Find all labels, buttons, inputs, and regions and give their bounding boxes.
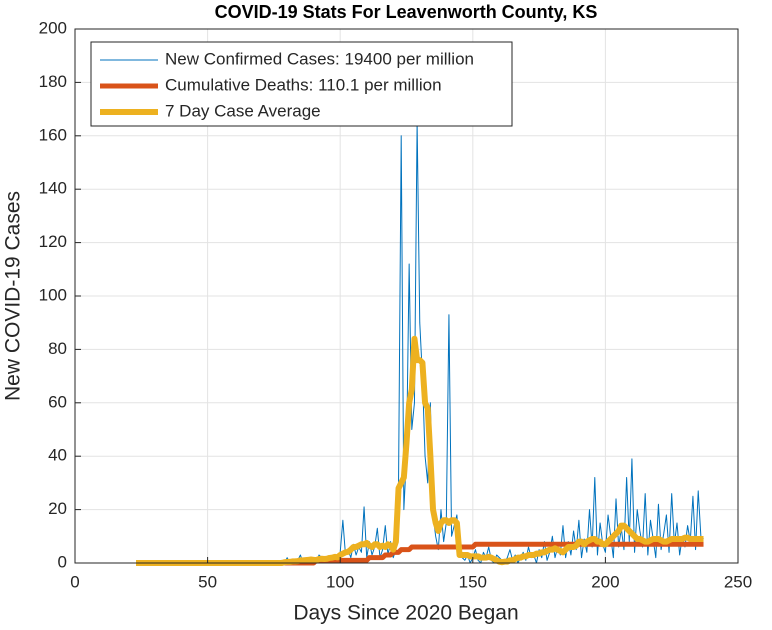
legend-label: 7 Day Case Average [165, 101, 321, 120]
y-tick-label: 160 [39, 125, 67, 144]
x-tick-label: 50 [198, 572, 217, 591]
legend-box [90, 41, 513, 127]
x-tick-label: 250 [724, 572, 752, 591]
x-tick-label: 100 [326, 572, 354, 591]
x-axis-label: Days Since 2020 Began [293, 602, 518, 625]
x-tick-label: 200 [591, 572, 619, 591]
y-tick-label: 80 [48, 339, 67, 358]
x-tick-label: 150 [459, 572, 487, 591]
x-tick-label: 0 [70, 572, 79, 591]
legend-label: New Confirmed Cases: 19400 per million [165, 49, 474, 68]
y-tick-label: 180 [39, 72, 67, 91]
y-tick-label: 0 [58, 552, 67, 571]
y-tick-label: 20 [48, 499, 67, 518]
legend: New Confirmed Cases: 19400 per million Cu… [90, 41, 513, 127]
y-axis-label: New COVID-19 Cases [2, 191, 25, 401]
y-tick-label: 140 [39, 179, 67, 198]
legend-label: Cumulative Deaths: 110.1 per million [165, 75, 442, 94]
y-tick-label: 120 [39, 232, 67, 251]
y-tick-label: 40 [48, 446, 67, 465]
ticks: 0 50 100 150 200 250 0 20 40 60 80 100 120 140 160 180 2… [39, 18, 753, 591]
y-tick-label: 60 [48, 392, 67, 411]
y-tick-label: 100 [39, 285, 67, 304]
y-tick-label: 200 [39, 18, 67, 37]
chart-title: COVID-19 Stats For Leavenworth County, K… [215, 2, 598, 22]
